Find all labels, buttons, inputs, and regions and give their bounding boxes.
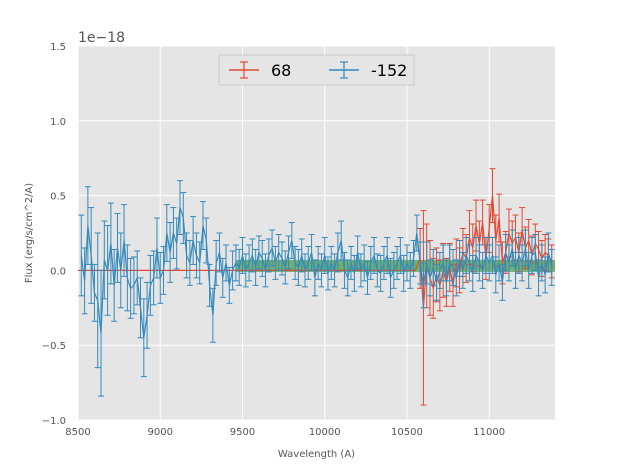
legend-label-m152: -152 [371,61,407,80]
y-tick-label: 1.0 [50,117,66,128]
x-axis-label: Wavelength (A) [278,449,355,460]
series-line-m152 [80,207,553,338]
series-m152 [78,180,555,397]
x-tick-label: 8500 [65,427,90,438]
y-axis-label: Flux (erg/s/cm^2/A) [24,183,35,283]
legend-entry-m152: -152 [329,61,407,80]
offset-label: 1e−18 [78,30,125,46]
x-tick-label: 11000 [473,427,505,438]
x-tick-label: 10500 [391,427,423,438]
legend: 68 -152 [218,54,415,86]
y-tick-label: −0.5 [42,341,66,352]
series-layer [78,168,555,406]
y-tick-label: −1.0 [42,416,66,427]
x-tick-label: 9500 [230,427,255,438]
x-tick-label: 9000 [148,427,173,438]
series-line-68 [78,195,553,308]
x-axis: 8500 9000 9500 10000 10500 11000 [65,427,505,438]
y-axis: −1.0 −0.5 0.0 0.5 1.0 1.5 [42,42,66,427]
y-tick-label: 0.5 [50,192,66,203]
x-tick-label: 10000 [309,427,341,438]
y-tick-label: 1.5 [50,42,66,53]
legend-label-68: 68 [271,61,291,80]
y-tick-label: 0.0 [50,266,66,277]
legend-entry-68: 68 [229,61,291,80]
